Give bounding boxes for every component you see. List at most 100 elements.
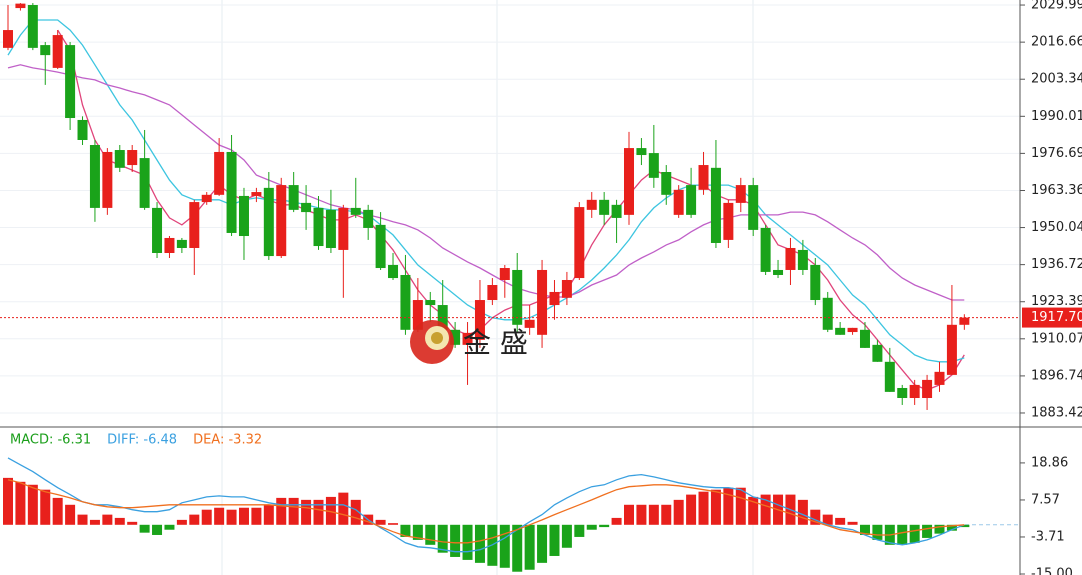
candle-body	[611, 204, 622, 218]
candle-body	[512, 269, 523, 325]
macd-bar	[388, 523, 399, 525]
candle-body	[959, 317, 970, 325]
candle-body	[698, 165, 709, 190]
candle-body	[77, 119, 88, 140]
macd-bar	[648, 504, 659, 525]
candle-body	[276, 185, 287, 257]
logo-dot	[431, 332, 443, 344]
candle-body	[238, 195, 249, 237]
candle-body	[164, 237, 175, 253]
y-tick-label: 1963.36	[1031, 183, 1082, 198]
candle-body	[400, 274, 411, 330]
candle-body	[375, 224, 386, 269]
y-tick-label: 1883.42	[1031, 405, 1082, 420]
macd-bar	[723, 487, 734, 525]
legend-entry: DEA: -3.32	[193, 433, 262, 448]
macd-bar	[872, 524, 883, 540]
y-tick-label: 1923.39	[1031, 294, 1082, 309]
candle-body	[189, 202, 200, 248]
macd-bar	[425, 524, 436, 545]
candle-body	[363, 209, 374, 228]
macd-bar	[624, 504, 634, 525]
candle-body	[797, 249, 808, 270]
macd-bar	[748, 496, 759, 525]
candle-body	[773, 269, 784, 275]
macd-bar	[474, 524, 485, 563]
macd-bar	[611, 517, 622, 525]
macd-bar	[735, 487, 746, 525]
y-tick-label: 1936.72	[1031, 257, 1082, 272]
candle-body	[65, 45, 76, 119]
y-tick-label: 18.86	[1031, 455, 1068, 470]
y-tick-label: 1910.07	[1031, 331, 1082, 346]
macd-bar	[847, 521, 858, 525]
candle-body	[549, 291, 560, 306]
candle-body	[201, 194, 212, 203]
macd-bar	[822, 514, 833, 525]
candle-body	[251, 192, 262, 196]
macd-bar	[400, 524, 411, 537]
macd-bar	[810, 509, 821, 525]
macd-bar	[325, 496, 336, 525]
macd-bar	[3, 477, 13, 525]
candle-body	[599, 199, 610, 215]
macd-bar	[288, 497, 299, 525]
macd-bar	[263, 504, 274, 525]
candle-body	[263, 187, 274, 257]
candle-body	[412, 300, 423, 330]
candle-body	[425, 300, 436, 306]
macd-bar	[189, 514, 200, 525]
last-price-label: 1917.70	[1031, 310, 1082, 325]
macd-bar	[946, 524, 957, 531]
macd-bar	[139, 524, 150, 533]
macd-bar	[301, 499, 312, 525]
candle-body	[114, 150, 125, 168]
candle-body	[152, 207, 163, 253]
macd-bar	[499, 524, 510, 568]
candle-body	[872, 344, 883, 362]
candle-body	[735, 185, 746, 203]
macd-bar	[226, 509, 237, 525]
candle-body	[474, 300, 485, 340]
macd-bar	[238, 507, 249, 525]
line-series	[7, 64, 965, 301]
macd-bar	[922, 524, 933, 538]
candle-body	[437, 305, 448, 330]
y-tick-label: 2016.66	[1031, 35, 1082, 50]
macd-bar	[512, 524, 523, 572]
candle-body	[934, 371, 945, 385]
y-tick-label: 1896.74	[1031, 368, 1082, 383]
macd-bar	[661, 504, 672, 525]
macd-bar	[176, 519, 187, 525]
macd-bar	[673, 499, 684, 525]
candle-body	[710, 167, 721, 243]
candle-body	[723, 202, 734, 240]
macd-bar	[909, 524, 920, 543]
macd-bar	[524, 524, 535, 570]
candle-body	[176, 239, 187, 248]
candle-body	[350, 207, 361, 215]
candle-body	[15, 3, 26, 9]
y-tick-label: 1950.04	[1031, 220, 1082, 235]
macd-bar	[934, 524, 945, 534]
candle-body	[537, 269, 548, 335]
candle-body	[673, 189, 684, 215]
candle-body	[27, 5, 38, 48]
candle-body	[661, 172, 672, 195]
macd-bar	[214, 507, 225, 525]
y-tick-label: 7.57	[1031, 492, 1060, 507]
candle-body	[574, 207, 585, 279]
candle-body	[822, 297, 833, 330]
line-series	[7, 457, 965, 553]
macd-bar	[114, 517, 125, 525]
macd-bar	[127, 521, 138, 525]
y-tick-label: 2003.34	[1031, 72, 1082, 87]
macd-bar	[636, 504, 647, 525]
y-tick-label: -15.00	[1031, 567, 1073, 575]
macd-bar	[77, 514, 88, 525]
macd-bar	[549, 524, 560, 556]
candle-body	[847, 327, 858, 333]
candle-body	[214, 151, 225, 195]
